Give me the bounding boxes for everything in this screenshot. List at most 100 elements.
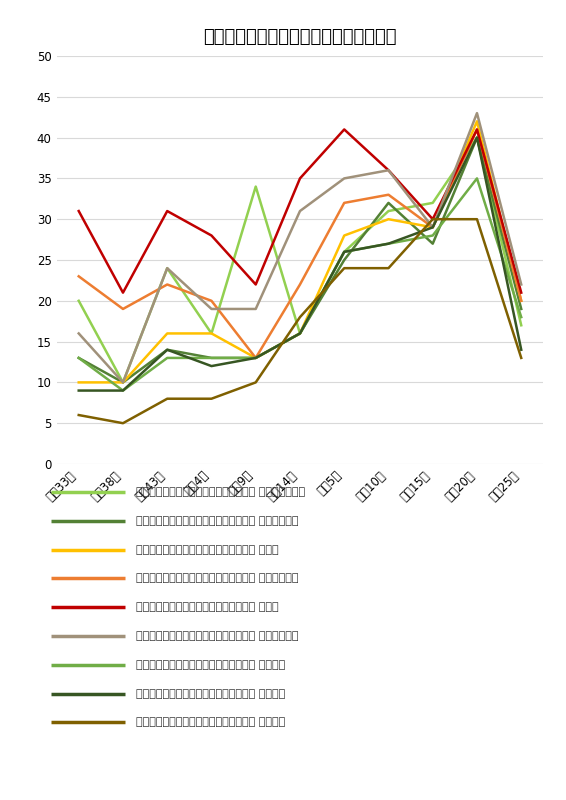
- Line: 埼玉県郡別春蚕農家一戸あたりの収繭量 南埼玉郡: 埼玉県郡別春蚕農家一戸あたりの収繭量 南埼玉郡: [79, 138, 521, 390]
- 埼玉県郡別春蚕農家一戸あたりの収繭量 児玉郡: [252, 280, 259, 290]
- 埼玉県郡別春蚕農家一戸あたりの収繭量 北葛飾郡: [341, 263, 348, 273]
- 埼玉県郡別春蚕農家一戸あたりの収繭量 北足立郡（市）: [430, 198, 436, 208]
- Text: 埼玉県郡別春蚕農家一戸あたりの収繭量 入間郡（市）: 埼玉県郡別春蚕農家一戸あたりの収繭量 入間郡（市）: [136, 516, 298, 526]
- 埼玉県郡別春蚕農家一戸あたりの収繭量 比企郡: [518, 296, 525, 306]
- 埼玉県郡別春蚕農家一戸あたりの収繭量 北埼玉郡: [341, 247, 348, 257]
- 埼玉県郡別春蚕農家一戸あたりの収繭量 児玉郡: [164, 206, 170, 216]
- 埼玉県郡別春蚕農家一戸あたりの収繭量 北葛飾郡: [297, 312, 303, 322]
- 埼玉県郡別春蚕農家一戸あたりの収繭量 入間郡（市）: [474, 133, 481, 142]
- 埼玉県郡別春蚕農家一戸あたりの収繭量 大里郡（市）: [474, 108, 481, 118]
- 埼玉県郡別春蚕農家一戸あたりの収繭量 入間郡（市）: [208, 353, 215, 362]
- 埼玉県郡別春蚕農家一戸あたりの収繭量 南埼玉郡: [518, 345, 525, 354]
- Text: 埼玉県郡別春蚕農家一戸あたりの収繭量 児玉郡: 埼玉県郡別春蚕農家一戸あたりの収繭量 児玉郡: [136, 602, 278, 612]
- Line: 埼玉県郡別春蚕農家一戸あたりの収繭量 北葛飾郡: 埼玉県郡別春蚕農家一戸あたりの収繭量 北葛飾郡: [79, 219, 521, 423]
- Text: 埼玉県郡別春蚕農家一戸あたりの収繭量 比企郡: 埼玉県郡別春蚕農家一戸あたりの収繭量 比企郡: [136, 545, 278, 554]
- Text: 埼玉県郡別春蚕農家一戸あたりの収繭量 大里郡（市）: 埼玉県郡別春蚕農家一戸あたりの収繭量 大里郡（市）: [136, 631, 298, 641]
- 埼玉県郡別春蚕農家一戸あたりの収繭量 児玉郡: [75, 206, 82, 216]
- 埼玉県郡別春蚕農家一戸あたりの収繭量 秩父郡（市）: [164, 280, 170, 290]
- 埼玉県郡別春蚕農家一戸あたりの収繭量 比企郡: [208, 329, 215, 338]
- 埼玉県郡別春蚕農家一戸あたりの収繭量 北埼玉郡: [208, 353, 215, 362]
- Line: 埼玉県郡別春蚕農家一戸あたりの収繭量 入間郡（市）: 埼玉県郡別春蚕農家一戸あたりの収繭量 入間郡（市）: [79, 138, 521, 382]
- 埼玉県郡別春蚕農家一戸あたりの収繭量 北葛飾郡: [385, 263, 392, 273]
- 埼玉県郡別春蚕農家一戸あたりの収繭量 南埼玉郡: [252, 353, 259, 362]
- 埼玉県郡別春蚕農家一戸あたりの収繭量 北埼玉郡: [518, 312, 525, 322]
- 埼玉県郡別春蚕農家一戸あたりの収繭量 北足立郡（市）: [75, 296, 82, 306]
- 埼玉県郡別春蚕農家一戸あたりの収繭量 南埼玉郡: [297, 329, 303, 338]
- 埼玉県郡別春蚕農家一戸あたりの収繭量 北埼玉郡: [252, 353, 259, 362]
- 埼玉県郡別春蚕農家一戸あたりの収繭量 北葛飾郡: [208, 394, 215, 403]
- 埼玉県郡別春蚕農家一戸あたりの収繭量 北葛飾郡: [430, 214, 436, 224]
- 埼玉県郡別春蚕農家一戸あたりの収繭量 北足立郡（市）: [385, 206, 392, 216]
- 埼玉県郡別春蚕農家一戸あたりの収繭量 大里郡（市）: [208, 304, 215, 314]
- 埼玉県郡別春蚕農家一戸あたりの収繭量 児玉郡: [430, 214, 436, 224]
- 埼玉県郡別春蚕農家一戸あたりの収繭量 児玉郡: [341, 125, 348, 134]
- 埼玉県郡別春蚕農家一戸あたりの収繭量 入間郡（市）: [297, 329, 303, 338]
- 埼玉県郡別春蚕農家一戸あたりの収繭量 秩父郡（市）: [430, 222, 436, 232]
- 埼玉県郡別春蚕農家一戸あたりの収繭量 北足立郡（市）: [208, 329, 215, 338]
- 埼玉県郡別春蚕農家一戸あたりの収繭量 南埼玉郡: [75, 386, 82, 395]
- 埼玉県郡別春蚕農家一戸あたりの収繭量 秩父郡（市）: [75, 271, 82, 281]
- 埼玉県郡別春蚕農家一戸あたりの収繭量 北埼玉郡: [430, 230, 436, 240]
- 埼玉県郡別春蚕農家一戸あたりの収繭量 大里郡（市）: [341, 174, 348, 183]
- 埼玉県郡別春蚕農家一戸あたりの収繭量 北足立郡（市）: [297, 329, 303, 338]
- 埼玉県郡別春蚕農家一戸あたりの収繭量 北埼玉郡: [297, 329, 303, 338]
- 埼玉県郡別春蚕農家一戸あたりの収繭量 比企郡: [385, 214, 392, 224]
- 埼玉県郡別春蚕農家一戸あたりの収繭量 南埼玉郡: [208, 362, 215, 371]
- 埼玉県郡別春蚕農家一戸あたりの収繭量 比企郡: [474, 117, 481, 126]
- 埼玉県郡別春蚕農家一戸あたりの収繭量 南埼玉郡: [474, 133, 481, 142]
- 埼玉県郡別春蚕農家一戸あたりの収繭量 入間郡（市）: [385, 198, 392, 208]
- 埼玉県郡別春蚕農家一戸あたりの収繭量 大里郡（市）: [252, 304, 259, 314]
- 埼玉県郡別春蚕農家一戸あたりの収繭量 秩父郡（市）: [385, 190, 392, 199]
- 埼玉県郡別春蚕農家一戸あたりの収繭量 秩父郡（市）: [252, 353, 259, 362]
- 埼玉県郡別春蚕農家一戸あたりの収繭量 入間郡（市）: [518, 304, 525, 314]
- 埼玉県郡別春蚕農家一戸あたりの収繭量 入間郡（市）: [341, 255, 348, 265]
- 埼玉県郡別春蚕農家一戸あたりの収繭量 児玉郡: [297, 174, 303, 183]
- Line: 埼玉県郡別春蚕農家一戸あたりの収繭量 比企郡: 埼玉県郡別春蚕農家一戸あたりの収繭量 比企郡: [79, 122, 521, 382]
- 埼玉県郡別春蚕農家一戸あたりの収繭量 北埼玉郡: [75, 353, 82, 362]
- 埼玉県郡別春蚕農家一戸あたりの収繭量 大里郡（市）: [119, 378, 126, 387]
- 埼玉県郡別春蚕農家一戸あたりの収繭量 大里郡（市）: [164, 263, 170, 273]
- Text: 埼玉県郡別春蚕農家一戸あたりの収繭量 秩父郡（市）: 埼玉県郡別春蚕農家一戸あたりの収繭量 秩父郡（市）: [136, 574, 298, 583]
- 埼玉県郡別春蚕農家一戸あたりの収繭量 入間郡（市）: [164, 345, 170, 354]
- 埼玉県郡別春蚕農家一戸あたりの収繭量 北葛飾郡: [252, 378, 259, 387]
- 埼玉県郡別春蚕農家一戸あたりの収繭量 大里郡（市）: [297, 206, 303, 216]
- Line: 埼玉県郡別春蚕農家一戸あたりの収繭量 児玉郡: 埼玉県郡別春蚕農家一戸あたりの収繭量 児玉郡: [79, 130, 521, 293]
- 埼玉県郡別春蚕農家一戸あたりの収繭量 北足立郡（市）: [252, 182, 259, 191]
- Text: 埼玉県郡別春蚕農家一戸あたりの収繭量 北埼玉郡: 埼玉県郡別春蚕農家一戸あたりの収繭量 北埼玉郡: [136, 660, 285, 670]
- 埼玉県郡別春蚕農家一戸あたりの収繭量 比企郡: [252, 353, 259, 362]
- 埼玉県郡別春蚕農家一戸あたりの収繭量 秩父郡（市）: [208, 296, 215, 306]
- Title: 埼玉県郡別春蚕農家一戸あたりの収繭量: 埼玉県郡別春蚕農家一戸あたりの収繭量: [203, 28, 397, 46]
- 埼玉県郡別春蚕農家一戸あたりの収繭量 秩父郡（市）: [119, 304, 126, 314]
- 埼玉県郡別春蚕農家一戸あたりの収繭量 北足立郡（市）: [341, 247, 348, 257]
- 埼玉県郡別春蚕農家一戸あたりの収繭量 南埼玉郡: [341, 247, 348, 257]
- 埼玉県郡別春蚕農家一戸あたりの収繭量 大里郡（市）: [518, 280, 525, 290]
- 埼玉県郡別春蚕農家一戸あたりの収繭量 北埼玉郡: [385, 239, 392, 249]
- 埼玉県郡別春蚕農家一戸あたりの収繭量 北足立郡（市）: [518, 321, 525, 330]
- 埼玉県郡別春蚕農家一戸あたりの収繭量 児玉郡: [208, 230, 215, 240]
- Line: 埼玉県郡別春蚕農家一戸あたりの収繭量 大里郡（市）: 埼玉県郡別春蚕農家一戸あたりの収繭量 大里郡（市）: [79, 113, 521, 382]
- 埼玉県郡別春蚕農家一戸あたりの収繭量 大里郡（市）: [75, 329, 82, 338]
- 埼玉県郡別春蚕農家一戸あたりの収繭量 児玉郡: [474, 125, 481, 134]
- 埼玉県郡別春蚕農家一戸あたりの収繭量 比企郡: [119, 378, 126, 387]
- 埼玉県郡別春蚕農家一戸あたりの収繭量 児玉郡: [385, 166, 392, 175]
- 埼玉県郡別春蚕農家一戸あたりの収繭量 比企郡: [75, 378, 82, 387]
- 埼玉県郡別春蚕農家一戸あたりの収繭量 北足立郡（市）: [474, 133, 481, 142]
- 埼玉県郡別春蚕農家一戸あたりの収繭量 入間郡（市）: [252, 353, 259, 362]
- 埼玉県郡別春蚕農家一戸あたりの収繭量 北足立郡（市）: [119, 378, 126, 387]
- 埼玉県郡別春蚕農家一戸あたりの収繭量 入間郡（市）: [119, 378, 126, 387]
- 埼玉県郡別春蚕農家一戸あたりの収繭量 秩父郡（市）: [474, 125, 481, 134]
- 埼玉県郡別春蚕農家一戸あたりの収繭量 秩父郡（市）: [518, 296, 525, 306]
- Line: 埼玉県郡別春蚕農家一戸あたりの収繭量 北足立郡（市）: 埼玉県郡別春蚕農家一戸あたりの収繭量 北足立郡（市）: [79, 138, 521, 382]
- 埼玉県郡別春蚕農家一戸あたりの収繭量 南埼玉郡: [164, 345, 170, 354]
- 埼玉県郡別春蚕農家一戸あたりの収繭量 比企郡: [164, 329, 170, 338]
- 埼玉県郡別春蚕農家一戸あたりの収繭量 北葛飾郡: [119, 418, 126, 428]
- 埼玉県郡別春蚕農家一戸あたりの収繭量 南埼玉郡: [119, 386, 126, 395]
- 埼玉県郡別春蚕農家一戸あたりの収繭量 南埼玉郡: [430, 222, 436, 232]
- 埼玉県郡別春蚕農家一戸あたりの収繭量 児玉郡: [119, 288, 126, 298]
- Text: 埼玉県郡別春蚕農家一戸あたりの収繭量 北足立郡（市）: 埼玉県郡別春蚕農家一戸あたりの収繭量 北足立郡（市）: [136, 487, 305, 497]
- 埼玉県郡別春蚕農家一戸あたりの収繭量 秩父郡（市）: [297, 280, 303, 290]
- 埼玉県郡別春蚕農家一戸あたりの収繭量 北足立郡（市）: [164, 263, 170, 273]
- 埼玉県郡別春蚕農家一戸あたりの収繭量 入間郡（市）: [75, 353, 82, 362]
- 埼玉県郡別春蚕農家一戸あたりの収繭量 北葛飾郡: [164, 394, 170, 403]
- 埼玉県郡別春蚕農家一戸あたりの収繭量 大里郡（市）: [385, 166, 392, 175]
